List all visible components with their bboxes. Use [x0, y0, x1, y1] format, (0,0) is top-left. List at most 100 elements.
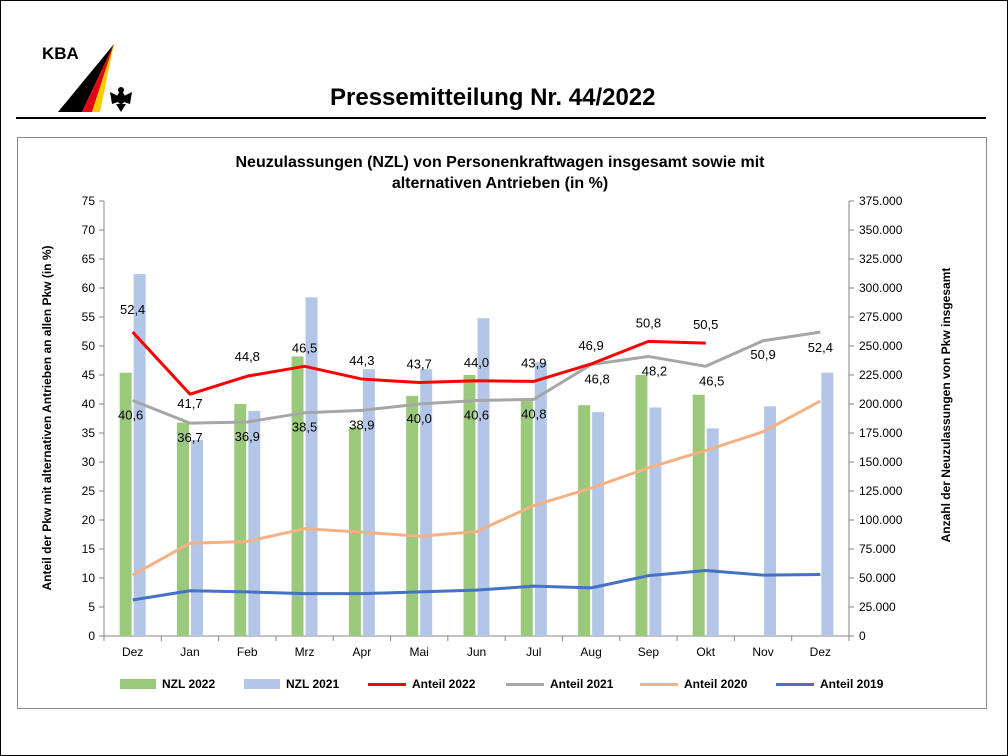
- legend-label-anteil-2019: Anteil 2019: [820, 677, 884, 691]
- chart-legend: NZL 2022 NZL 2021 Anteil 2022 Anteil 202…: [110, 677, 900, 693]
- bar-nzl-2022: [520, 398, 533, 636]
- chart-frame: [17, 137, 987, 709]
- data-label-anteil-2021: 36,7: [177, 430, 202, 445]
- data-label-anteil-2021: 52,4: [808, 340, 833, 355]
- bar-nzl-2022: [578, 405, 591, 636]
- y-axis-left-label: Anteil der Pkw mit alternativen Antriebe…: [40, 245, 54, 591]
- bar-nzl-2021: [362, 369, 375, 636]
- bar-nzl-2022: [463, 375, 476, 636]
- y-right-tick-label: 75.000: [859, 542, 896, 556]
- legend-label-anteil-2021: Anteil 2021: [550, 677, 614, 691]
- data-label-anteil-2022: 52,4: [120, 302, 145, 317]
- data-label-anteil-2021: 50,9: [750, 347, 775, 362]
- bar-nzl-2021: [821, 372, 834, 636]
- x-tick-label: Aug: [580, 645, 601, 659]
- y-left-tick-label: 45: [82, 368, 96, 382]
- legend-label-nzl-2022: NZL 2022: [162, 677, 216, 691]
- data-label-anteil-2022: 46,9: [578, 338, 603, 353]
- legend-swatch-anteil-2019: [776, 682, 814, 686]
- bar-nzl-2021: [706, 428, 719, 636]
- y-left-tick-label: 15: [82, 542, 96, 556]
- data-label-anteil-2021: 48,2: [642, 363, 667, 378]
- y-right-tick-label: 300.000: [859, 281, 903, 295]
- bar-nzl-2022: [692, 394, 705, 636]
- y-left-tick-label: 30: [82, 455, 96, 469]
- data-label-anteil-2021: 38,9: [349, 417, 374, 432]
- y-right-tick-label: 175.000: [859, 426, 903, 440]
- bar-nzl-2021: [764, 406, 777, 636]
- bar-nzl-2021: [534, 362, 547, 636]
- x-tick-label: Nov: [752, 645, 773, 659]
- data-label-anteil-2021: 40,0: [407, 411, 432, 426]
- data-label-anteil-2021: 40,8: [521, 406, 546, 421]
- x-tick-label: Feb: [237, 645, 258, 659]
- legend-item-anteil-2021: Anteil 2021: [506, 677, 613, 691]
- bar-nzl-2022: [119, 372, 132, 636]
- y-left-tick-label: 25: [82, 484, 96, 498]
- x-tick-label: Apr: [353, 645, 372, 659]
- y-right-tick-label: 325.000: [859, 252, 903, 266]
- bar-nzl-2021: [190, 439, 203, 636]
- bar-nzl-2022: [406, 395, 419, 636]
- data-label-anteil-2022: 44,8: [235, 349, 260, 364]
- bar-nzl-2021: [592, 412, 605, 636]
- legend-label-anteil-2022: Anteil 2022: [412, 677, 476, 691]
- data-label-anteil-2021: 46,8: [584, 372, 609, 387]
- line-anteil-2019: [132, 568, 821, 602]
- bar-nzl-2022: [291, 356, 304, 636]
- page-title: Pressemitteilung Nr. 44/2022: [330, 84, 656, 111]
- y-left-tick-label: 0: [88, 629, 95, 643]
- x-tick-label: Sep: [638, 645, 660, 659]
- bar-nzl-2021: [477, 318, 490, 636]
- y-right-tick-label: 100.000: [859, 513, 903, 527]
- data-label-anteil-2022: 50,5: [693, 317, 718, 332]
- legend-item-anteil-2019: Anteil 2019: [776, 677, 883, 691]
- legend-label-anteil-2020: Anteil 2020: [684, 677, 748, 691]
- data-label-anteil-2022: 46,5: [292, 340, 317, 355]
- bar-nzl-2021: [649, 407, 662, 636]
- logo-text: KBA: [42, 44, 79, 63]
- data-label-anteil-2022: 44,0: [464, 355, 489, 370]
- data-label-anteil-2021: 38,5: [292, 420, 317, 435]
- bar-nzl-2021: [420, 369, 433, 636]
- y-right-tick-label: 350.000: [859, 223, 903, 237]
- y-left-tick-label: 55: [82, 310, 96, 324]
- data-label-anteil-2021: 40,6: [464, 408, 489, 423]
- x-tick-label: Jun: [467, 645, 486, 659]
- kba-logo-icon: [58, 44, 132, 112]
- y-right-tick-label: 250.000: [859, 339, 903, 353]
- x-tick-label: Jan: [180, 645, 199, 659]
- chart-title-line-1: Neuzulassungen (NZL) von Personenkraftwa…: [235, 154, 765, 171]
- y-left-tick-label: 35: [82, 426, 96, 440]
- bar-nzl-2022: [635, 375, 648, 636]
- legend-swatch-nzl-2022: [120, 679, 156, 689]
- legend-swatch-anteil-2020: [640, 682, 678, 686]
- legend-swatch-anteil-2022: [368, 682, 406, 686]
- legend-swatch-anteil-2021: [506, 682, 544, 686]
- y-right-tick-label: 50.000: [859, 571, 896, 585]
- x-tick-label: Jul: [526, 645, 541, 659]
- y-right-tick-label: 275.000: [859, 310, 903, 324]
- y-right-tick-label: 375.000: [859, 194, 903, 208]
- line-anteil-2022: [131, 331, 706, 396]
- data-label-anteil-2021: 40,6: [118, 408, 143, 423]
- data-label-anteil-2021: 46,5: [699, 373, 724, 388]
- data-label-anteil-2022: 43,9: [521, 355, 546, 370]
- y-left-tick-label: 50: [82, 339, 96, 353]
- data-label-anteil-2022: 41,7: [177, 396, 202, 411]
- x-tick-label: Okt: [696, 645, 715, 659]
- y-left-tick-label: 65: [82, 252, 96, 266]
- y-right-tick-label: 125.000: [859, 484, 903, 498]
- legend-item-nzl-2021: NZL 2021: [244, 677, 339, 691]
- chart-title-line-2: alternativen Antrieben (in %): [391, 175, 609, 192]
- y-axis-right-label: Anzahl der Neuzulassungen von Pkw insges…: [939, 267, 953, 543]
- legend-item-anteil-2020: Anteil 2020: [640, 677, 747, 691]
- legend-label-nzl-2021: NZL 2021: [286, 677, 340, 691]
- x-tick-label: Mai: [410, 645, 429, 659]
- legend-swatch-nzl-2021: [244, 679, 280, 689]
- y-right-tick-label: 200.000: [859, 397, 903, 411]
- bar-nzl-2022: [176, 422, 189, 636]
- legend-item-anteil-2022: Anteil 2022: [368, 677, 475, 691]
- y-right-tick-label: 225.000: [859, 368, 903, 382]
